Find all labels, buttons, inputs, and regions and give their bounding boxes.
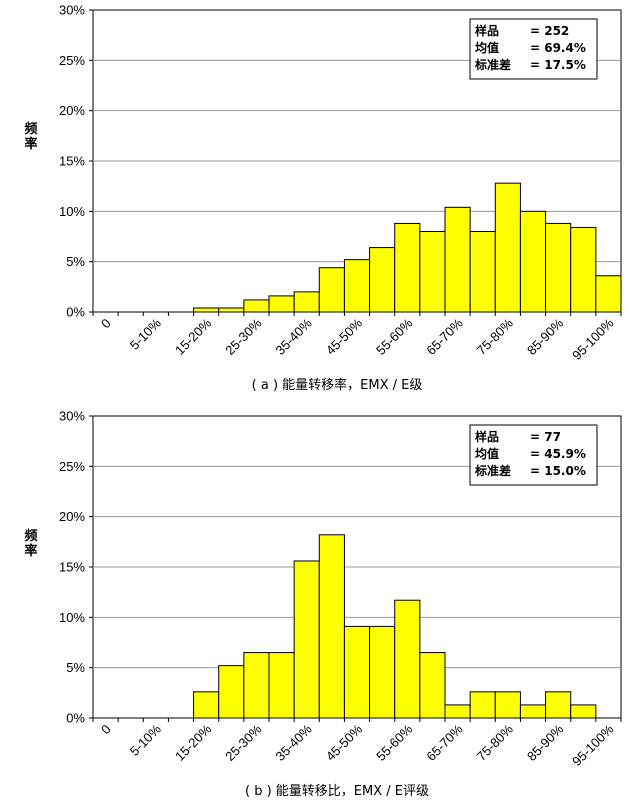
y-tick-label: 5% [66, 660, 85, 675]
bar [318, 267, 345, 313]
stats-legend [469, 424, 598, 486]
y-tick-label: 25% [59, 53, 85, 68]
x-tick-label: 35-40% [273, 721, 316, 764]
y-tick-label: 15% [59, 154, 85, 169]
x-tick-label: 95-100% [569, 721, 617, 769]
y-tick-label: 10% [59, 204, 85, 219]
bar [343, 625, 371, 719]
y-tick-label: 30% [59, 409, 85, 424]
x-tick-label: 55-60% [373, 721, 416, 764]
stats-value: = 77 [530, 430, 561, 444]
stats-value: = 17.5% [530, 58, 586, 72]
x-tick-label: 5-10% [127, 721, 164, 758]
y-axis-label: 率 [24, 543, 37, 559]
bar [444, 704, 471, 719]
bar [343, 259, 371, 313]
bar [369, 625, 396, 719]
x-tick-label: 75-80% [474, 315, 517, 358]
stats-legend [469, 18, 598, 80]
x-tick-label: 0 [98, 722, 114, 738]
bar [394, 222, 421, 313]
bar [419, 652, 446, 719]
stats-label: 均值 [475, 40, 499, 55]
y-tick-label: 30% [59, 3, 85, 18]
stats-value: = 252 [530, 24, 569, 38]
x-tick-label: 15-20% [172, 721, 215, 764]
x-tick-label: 5-10% [127, 315, 164, 352]
bar [519, 704, 547, 719]
bar [519, 210, 547, 313]
y-axis-label: 率 [24, 136, 37, 152]
bar [570, 704, 597, 719]
bar [243, 652, 270, 719]
x-tick-label: 85-90% [524, 721, 567, 764]
x-tick-label: 55-60% [373, 315, 416, 358]
stats-label: 标准差 [474, 463, 511, 478]
bar [268, 295, 295, 313]
x-tick-label: 15-20% [172, 315, 215, 358]
bar [318, 534, 345, 719]
bar [469, 230, 496, 313]
x-tick-label: 45-50% [323, 315, 366, 358]
bar [369, 247, 396, 313]
bar [218, 307, 245, 313]
bar [545, 691, 572, 719]
bar [570, 226, 597, 313]
x-tick-label: 0 [98, 316, 114, 332]
bar [293, 560, 320, 719]
x-tick-label: 75-80% [474, 721, 517, 764]
x-tick-label: 65-70% [423, 721, 466, 764]
y-axis-label: 频 [24, 528, 37, 544]
bar [419, 230, 446, 313]
chart-b: 0% 5% 10% 15% 20% 25% 30% 0 5-10% 15-20% 25-30% 35-… [24, 409, 622, 799]
x-tick-label: 65-70% [423, 315, 466, 358]
bar [444, 206, 471, 313]
y-tick-label: 10% [59, 610, 85, 625]
bar [494, 182, 521, 313]
bar [595, 275, 622, 313]
bar [193, 691, 220, 719]
bar [494, 691, 521, 719]
y-tick-label: 5% [66, 254, 85, 269]
chart-caption: ( a ) 能量转移率，EMX / E级 [252, 377, 423, 393]
bar [243, 299, 270, 313]
y-tick-label: 0% [66, 305, 85, 320]
stats-label: 均值 [475, 446, 499, 461]
stats-value: = 69.4% [530, 41, 586, 55]
x-tick-label: 45-50% [323, 721, 366, 764]
x-tick-label: 25-30% [222, 315, 265, 358]
chart-caption: ( b ) 能量转移比，EMX / E评级 [245, 784, 429, 799]
y-tick-label: 20% [59, 509, 85, 524]
bar [218, 665, 245, 719]
bar [545, 222, 572, 313]
stats-value: = 45.9% [530, 447, 586, 461]
x-tick-label: 95-100% [569, 315, 617, 363]
x-tick-label: 85-90% [524, 315, 567, 358]
x-tick-label: 35-40% [273, 315, 316, 358]
bar [394, 599, 421, 719]
bar [293, 291, 320, 313]
y-axis-label: 频 [24, 121, 37, 137]
stats-label: 样品 [475, 23, 499, 38]
stats-value: = 15.0% [530, 464, 586, 478]
y-tick-label: 20% [59, 103, 85, 118]
y-tick-label: 15% [59, 560, 85, 575]
stats-label: 标准差 [474, 57, 511, 72]
bar [469, 691, 496, 719]
bar [193, 307, 220, 313]
chart-a: 0% 5% 10% 15% 20% 25% 30% 0 5-10% 15-20% 25-30% 35-… [24, 3, 622, 393]
y-tick-label: 25% [59, 459, 85, 474]
bar [268, 652, 295, 719]
y-tick-label: 0% [66, 711, 85, 726]
x-tick-label: 25-30% [222, 721, 265, 764]
stats-label: 样品 [475, 429, 499, 444]
